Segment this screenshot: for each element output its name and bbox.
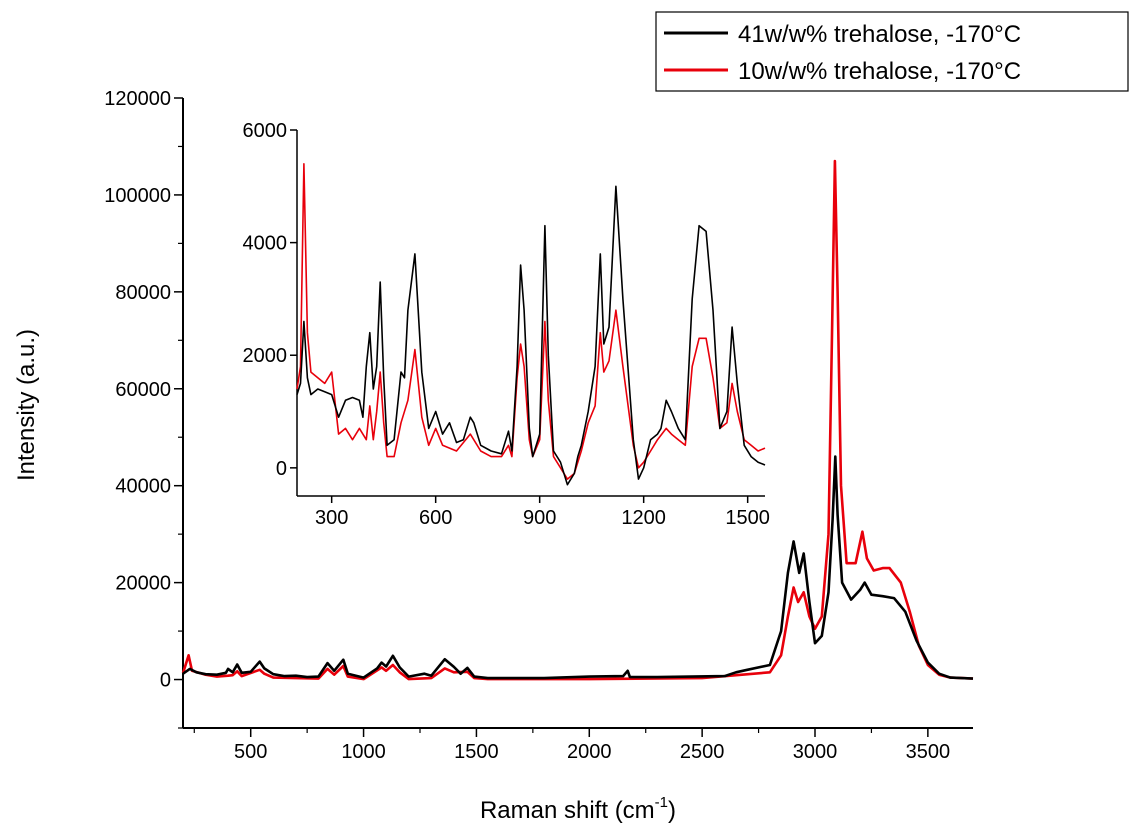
main-x-tick-label: 3500 (906, 741, 951, 763)
main-y-tick-label: 20000 (115, 573, 171, 595)
inset-x-tick-label: 1500 (725, 507, 770, 529)
inset-x-tick-label: 1200 (621, 507, 666, 529)
inset-y-tick-label: 6000 (243, 120, 288, 142)
main-x-tick-label: 2000 (567, 741, 612, 763)
legend: 41w/w% trehalose, -170°C 10w/w% trehalos… (655, 11, 1129, 92)
main-series-line (182, 455, 974, 680)
main-y-tick-label: 80000 (115, 282, 171, 304)
y-axis-label: Intensity (a.u.) (13, 329, 40, 481)
inset-x-ticks: 300 600 900 1200 1500 (315, 496, 770, 529)
inset-series-line (296, 163, 766, 480)
legend-label-10: 10w/w% trehalose, -170°C (738, 58, 1021, 85)
inset-x-tick-label: 300 (315, 507, 348, 529)
main-series (181, 159, 974, 681)
main-x-tick-label: 1000 (341, 741, 386, 763)
main-y-ticks: 0 20000 40000 60000 80000 100000 120000 (104, 88, 183, 729)
main-x-tick-label: 2500 (680, 741, 725, 763)
inset-y-tick-label: 2000 (243, 345, 288, 367)
inset-x-tick-label: 900 (523, 507, 556, 529)
inset-series (296, 163, 766, 486)
main-series-line (181, 159, 974, 681)
inset-y-ticks: 0 2000 4000 6000 (243, 120, 297, 480)
inset-series-line (296, 185, 766, 486)
main-y-tick-label: 60000 (115, 379, 171, 401)
inset-y-tick-label: 0 (276, 458, 287, 480)
main-x-tick-label: 3000 (793, 741, 838, 763)
main-x-tick-label: 500 (234, 741, 267, 763)
main-y-tick-label: 40000 (115, 476, 171, 498)
legend-box (655, 11, 1129, 92)
x-axis-label: Raman shift (cm-1) (480, 794, 676, 824)
legend-label-41: 41w/w% trehalose, -170°C (738, 21, 1021, 48)
main-y-tick-label: 100000 (104, 185, 171, 207)
main-x-ticks: 500 1000 1500 2000 2500 3000 3500 (193, 728, 951, 763)
inset-plot: 0 2000 4000 6000 300 600 900 1200 1500 (243, 120, 770, 529)
main-y-tick-label: 120000 (104, 88, 171, 110)
main-y-tick-label: 0 (160, 670, 171, 692)
main-x-tick-label: 1500 (454, 741, 499, 763)
inset-x-tick-label: 600 (419, 507, 452, 529)
inset-y-tick-label: 4000 (243, 233, 288, 255)
